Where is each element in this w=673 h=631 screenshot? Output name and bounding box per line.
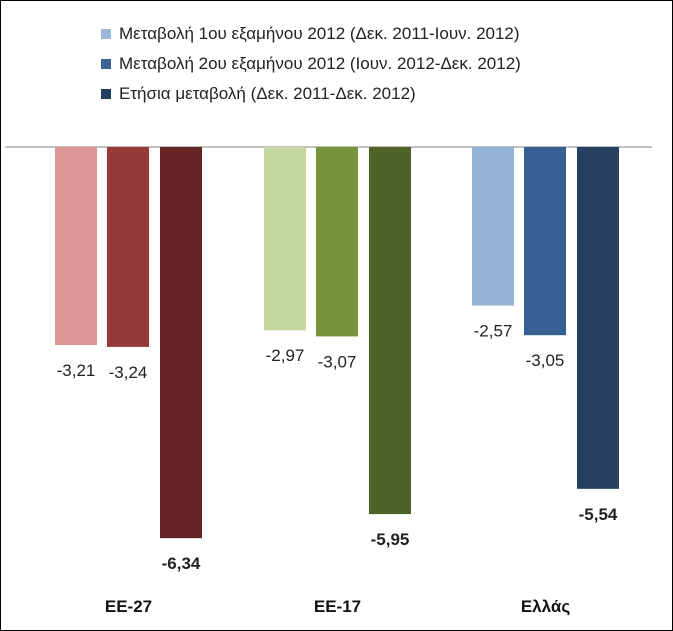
legend-swatch-3	[101, 89, 111, 99]
data-label-3-1: -2,57	[474, 322, 513, 341]
category-label-3: Ελλάς	[521, 597, 570, 616]
data-label-1-1: -3,21	[57, 361, 96, 380]
legend-item-2: Μεταβολή 2ου εξαμήνου 2012 (Ιουν. 2012-Δ…	[101, 49, 521, 79]
data-label-1-3: -6,34	[162, 554, 201, 573]
legend-item-3: Ετήσια μεταβολή (Δεκ. 2011-Δεκ. 2012)	[101, 79, 521, 109]
data-label-3-2: -3,05	[526, 351, 565, 370]
category-label-2: ΕΕ-17	[314, 597, 361, 616]
data-label-3-3: -5,54	[579, 505, 618, 524]
bar-2-1	[264, 147, 306, 331]
bar-1-3	[160, 147, 202, 539]
bar-1-2	[107, 147, 149, 347]
bar-3-2	[524, 147, 566, 336]
legend-label-2: Μεταβολή 2ου εξαμήνου 2012 (Ιουν. 2012-Δ…	[119, 54, 521, 73]
data-label-2-2: -3,07	[318, 352, 357, 371]
data-label-2-1: -2,97	[266, 346, 305, 365]
legend: Μεταβολή 1ου εξαμήνου 2012 (Δεκ. 2011-Ιο…	[101, 19, 521, 109]
bar-2-2	[316, 147, 358, 337]
legend-label-3: Ετήσια μεταβολή (Δεκ. 2011-Δεκ. 2012)	[119, 84, 416, 103]
legend-swatch-1	[101, 29, 111, 39]
legend-item-1: Μεταβολή 1ου εξαμήνου 2012 (Δεκ. 2011-Ιο…	[101, 19, 521, 49]
category-label-1: ΕΕ-27	[105, 597, 152, 616]
data-label-2-3: -5,95	[371, 530, 410, 549]
bar-1-1	[55, 147, 97, 346]
bar-3-1	[472, 147, 514, 306]
bar-3-3	[577, 147, 619, 489]
legend-label-1: Μεταβολή 1ου εξαμήνου 2012 (Δεκ. 2011-Ιο…	[119, 24, 520, 43]
legend-swatch-2	[101, 59, 111, 69]
data-label-1-2: -3,24	[109, 363, 148, 382]
bar-2-3	[369, 147, 411, 515]
